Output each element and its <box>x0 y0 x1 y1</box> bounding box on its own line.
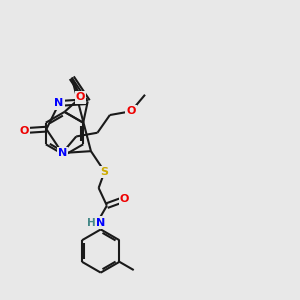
Text: N: N <box>54 98 64 108</box>
Text: S: S <box>100 167 109 177</box>
Text: O: O <box>126 106 136 116</box>
Text: O: O <box>120 194 129 204</box>
Text: N: N <box>96 218 105 227</box>
Text: N: N <box>58 148 67 158</box>
Text: O: O <box>19 126 28 136</box>
Text: H: H <box>87 218 96 227</box>
Text: O: O <box>76 92 85 102</box>
